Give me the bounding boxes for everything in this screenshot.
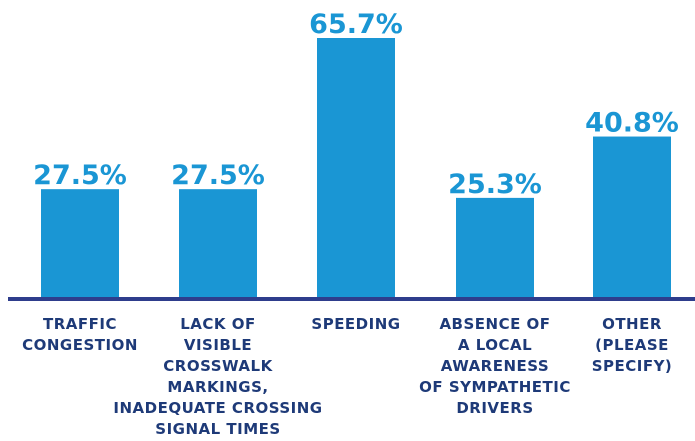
category-label-4-line-1: ABSENCE OF (439, 315, 550, 333)
bar-3 (317, 38, 395, 298)
category-label-4-line-3: AWARENESS (441, 357, 549, 375)
category-label-5-line-3: SPECIFY) (592, 357, 673, 375)
value-label-4: 25.3% (448, 169, 542, 200)
bars-group (41, 38, 671, 298)
category-label-5-line-1: OTHER (602, 315, 662, 333)
category-label-2-line-6: SIGNAL TIMES (155, 420, 280, 438)
category-label-2-line-3: CROSSWALK (163, 357, 273, 375)
category-label-4-line-5: DRIVERS (456, 399, 533, 417)
bar-2 (179, 189, 257, 298)
category-label-2-line-4: MARKINGS, (167, 378, 268, 396)
bar-5 (593, 136, 671, 298)
value-label-3: 65.7% (309, 9, 403, 40)
category-label-5-line-2: (PLEASE (595, 336, 669, 354)
bar-1 (41, 189, 119, 298)
category-label-2-line-2: VISIBLE (184, 336, 252, 354)
value-label-2: 27.5% (171, 160, 265, 191)
value-labels-group: 27.5% 27.5% 65.7% 25.3% 40.8% (33, 9, 679, 200)
value-label-1: 27.5% (33, 160, 127, 191)
category-label-2-line-5: INADEQUATE CROSSING (113, 399, 322, 417)
category-label-1-line-2: CONGESTION (22, 336, 138, 354)
category-label-4-line-4: OF SYMPATHETIC (419, 378, 571, 396)
category-label-3-line-1: SPEEDING (311, 315, 400, 333)
bar-4 (456, 197, 534, 298)
category-label-4-line-2: A LOCAL (458, 336, 532, 354)
category-label-1-line-1: TRAFFIC (43, 315, 117, 333)
category-label-2-line-1: LACK OF (180, 315, 256, 333)
category-labels-group: TRAFFIC CONGESTION LACK OF VISIBLE CROSSWALK… (22, 315, 672, 438)
value-label-5: 40.8% (585, 108, 679, 139)
